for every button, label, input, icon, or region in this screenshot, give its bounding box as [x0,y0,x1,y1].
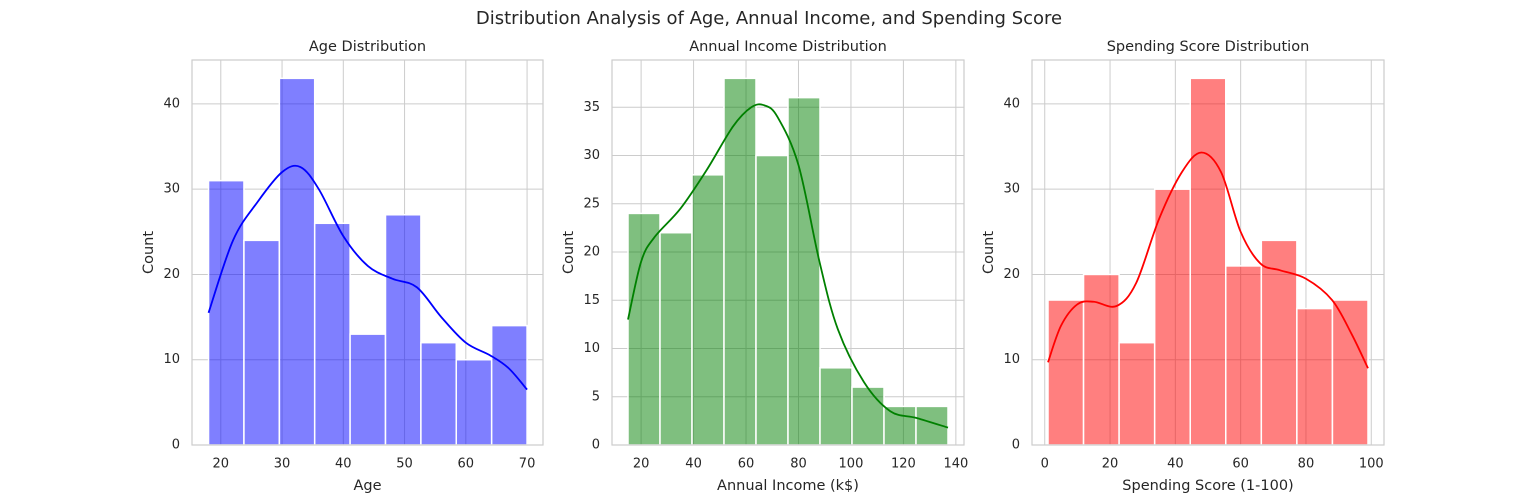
x-axis-label: Annual Income (k$) [717,478,859,494]
axes-frame [191,59,544,446]
bar [627,212,661,446]
bar [659,231,693,446]
kde-line [207,164,528,391]
axes-title: Spending Score Distribution [1107,39,1310,55]
bar [490,324,528,446]
y-tick-label: 35 [583,100,600,115]
bar [787,96,821,446]
y-tick-label: 20 [1003,267,1020,282]
x-tick-label: 100 [1359,457,1384,472]
x-tick-label: 80 [790,457,807,472]
x-tick-label: 140 [943,457,968,472]
bar [278,77,316,446]
bar [1082,273,1120,446]
bar [819,367,853,446]
y-tick-label: 15 [583,293,600,308]
bar [1118,341,1156,446]
x-tick-label: 80 [1298,457,1315,472]
y-tick-label: 30 [1003,182,1020,197]
x-tick-label: 20 [213,457,230,472]
y-axis-label: Count [981,231,997,274]
axes-title: Age Distribution [309,39,426,55]
bar [1189,77,1227,446]
x-tick-label: 100 [839,457,864,472]
bar [851,386,885,446]
x-tick-label: 60 [1232,457,1249,472]
y-tick-label: 0 [1012,438,1020,453]
y-tick-label: 25 [583,196,600,211]
bar [349,333,387,446]
y-axis-label: Count [561,231,577,274]
axes-frame [1031,59,1385,446]
x-axis-label: Spending Score (1-100) [1122,478,1293,494]
bar [1296,307,1334,446]
bar [1153,188,1191,446]
y-tick-label: 20 [583,245,600,260]
y-tick-label: 30 [163,182,180,197]
x-tick-label: 70 [519,457,536,472]
bar [1047,299,1085,446]
axes-frame [611,59,965,446]
bar [1225,265,1263,446]
bar [1331,299,1369,446]
x-tick-label: 120 [891,457,916,472]
x-tick-label: 0 [1041,457,1049,472]
x-tick-label: 30 [274,457,291,472]
kde-line [1047,151,1369,369]
y-tick-label: 30 [583,148,600,163]
y-tick-label: 40 [1003,96,1020,111]
bar [723,77,757,446]
bar [1260,239,1298,446]
x-tick-label: 50 [396,457,413,472]
y-tick-label: 20 [163,267,180,282]
bar [883,405,917,446]
figure-title: Distribution Analysis of Age, Annual Inc… [476,8,1062,29]
bar [243,239,281,446]
x-tick-label: 40 [335,457,352,472]
bar [384,214,422,446]
axes-title: Annual Income Distribution [689,39,887,55]
y-tick-label: 10 [583,341,600,356]
bar [755,154,789,446]
bar [455,358,493,446]
y-tick-label: 0 [172,438,180,453]
y-tick-label: 40 [163,96,180,111]
x-tick-label: 40 [685,457,702,472]
y-tick-label: 10 [1003,352,1020,367]
y-axis-label: Count [141,231,157,274]
x-tick-label: 20 [633,457,650,472]
bar [207,179,245,446]
x-tick-label: 40 [1167,457,1184,472]
bar [691,174,725,446]
y-tick-label: 0 [592,438,600,453]
x-tick-label: 60 [738,457,755,472]
x-tick-label: 20 [1102,457,1119,472]
y-tick-label: 5 [592,389,600,404]
x-axis-label: Age [353,478,381,494]
bar [420,341,458,446]
y-tick-label: 10 [163,352,180,367]
bar [313,222,351,446]
x-tick-label: 60 [458,457,475,472]
kde-line [627,103,949,429]
